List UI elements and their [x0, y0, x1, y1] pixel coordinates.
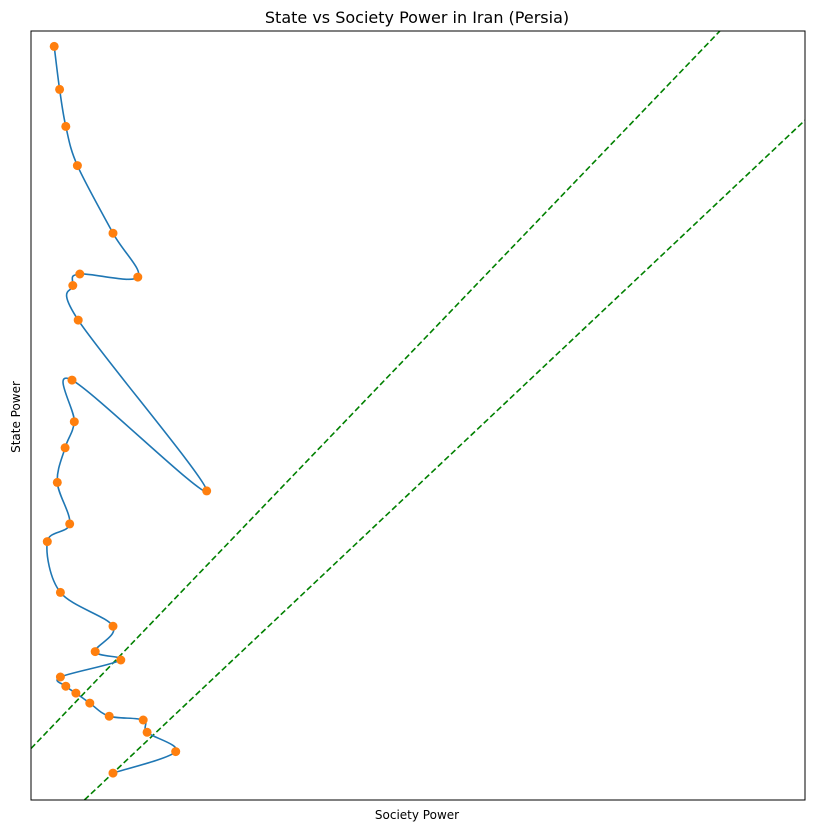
data-point-16: [42, 537, 52, 547]
series-marker-layer: [42, 41, 212, 778]
data-point-4: [72, 161, 82, 171]
data-point-19: [90, 647, 100, 657]
data-point-20: [116, 655, 126, 665]
plot-area: [31, 31, 805, 800]
data-point-28: [171, 747, 181, 757]
data-point-13: [60, 443, 70, 453]
data-point-15: [65, 519, 75, 529]
data-point-26: [138, 715, 148, 725]
data-point-8: [68, 281, 78, 290]
data-point-1: [49, 41, 59, 51]
data-point-7: [75, 269, 85, 279]
data-point-29: [108, 768, 118, 778]
reference-line-2: [83, 119, 805, 800]
data-point-12: [69, 417, 79, 427]
chart-title: State vs Society Power in Iran (Persia): [265, 8, 569, 27]
y-axis-label: State Power: [9, 381, 23, 453]
data-point-11: [67, 375, 77, 385]
data-point-14: [52, 477, 62, 487]
data-point-18: [108, 621, 118, 631]
x-axis-label: Society Power: [375, 808, 459, 822]
data-point-21: [55, 672, 65, 682]
data-point-25: [104, 711, 114, 721]
reference-lines: [31, 31, 805, 800]
plot-frame: [30, 30, 806, 801]
data-point-2: [55, 84, 65, 94]
data-point-17: [55, 587, 65, 597]
data-point-9: [73, 315, 83, 325]
reference-line-1: [31, 31, 721, 750]
data-point-24: [85, 698, 95, 708]
data-point-27: [142, 727, 152, 737]
data-point-10: [202, 486, 212, 496]
data-point-23: [71, 688, 81, 698]
data-point-22: [61, 681, 71, 691]
data-point-5: [108, 228, 118, 238]
data-point-6: [133, 272, 143, 282]
data-point-3: [61, 121, 71, 131]
